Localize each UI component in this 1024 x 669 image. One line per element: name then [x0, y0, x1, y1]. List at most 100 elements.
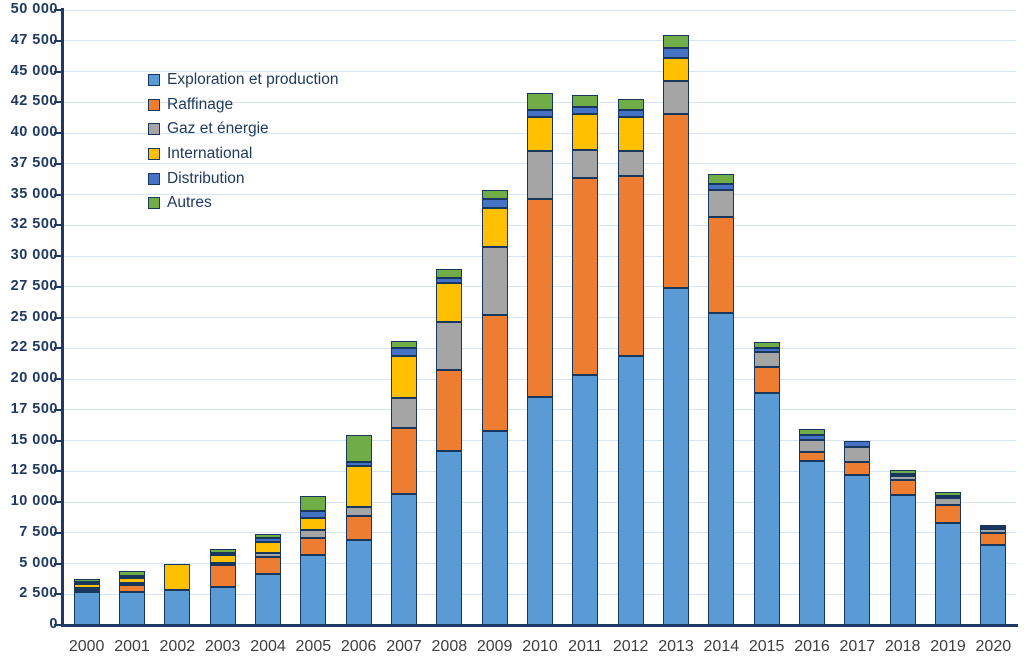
y-tick-label-15000: 15 000: [10, 431, 58, 448]
segment-2011-gaz-et-energie: [572, 150, 599, 178]
y-tick-label-0: 0: [0, 616, 58, 632]
segment-2020-raffinage: [980, 533, 1007, 545]
segment-2010-gaz-et-energie: [527, 151, 553, 199]
x-tick-label-2020: 2020: [975, 638, 1012, 655]
x-tick-label-2008: 2008: [431, 638, 468, 655]
segment-2007-exploration-et-production: [391, 494, 417, 625]
segment-2012-raffinage: [617, 176, 644, 356]
segment-2010-distribution: [527, 110, 553, 117]
y-tick-42500: [54, 101, 61, 104]
segment-2001-autres: [119, 571, 145, 576]
y-tick-20000: [54, 378, 61, 380]
segment-2004-exploration-et-production: [255, 574, 281, 625]
x-axis-line: [61, 624, 1018, 627]
segment-2011-autres: [572, 95, 599, 107]
y-tick-15000: [54, 439, 61, 442]
segment-2006-autres: [345, 435, 372, 462]
y-tick-label-45000: 45 000: [10, 62, 58, 79]
segment-2017-exploration-et-production: [844, 475, 871, 625]
segment-2004-autres: [255, 534, 281, 538]
y-tick-label-37500: 37 500: [10, 154, 58, 171]
segment-2011-exploration-et-production: [572, 375, 599, 625]
bar-2015: [753, 342, 780, 625]
x-tick-label-2003: 2003: [204, 638, 241, 655]
y-tick-label-25000: 25 000: [10, 308, 58, 325]
segment-2018-distribution: [889, 474, 916, 476]
bar-2018: [889, 470, 916, 625]
segment-2008-gaz-et-energie: [436, 322, 463, 370]
segment-2011-international: [572, 114, 599, 150]
segment-2004-distribution: [255, 538, 281, 542]
legend-swatch-icon: [148, 123, 160, 136]
segment-2003-distribution: [209, 553, 236, 555]
x-tick-label-2000: 2000: [68, 638, 105, 655]
segment-2016-gaz-et-energie: [799, 440, 825, 452]
y-tick-2500: [54, 593, 61, 596]
bar-2012: [617, 99, 644, 625]
segment-2003-autres: [209, 549, 236, 553]
segment-2001-international: [119, 578, 145, 583]
y-tick-12500: [54, 470, 61, 473]
bar-2014: [708, 174, 735, 625]
segment-2019-raffinage: [935, 505, 961, 523]
segment-2007-distribution: [391, 348, 417, 356]
segment-2009-exploration-et-production: [481, 431, 508, 625]
segment-2019-exploration-et-production: [935, 523, 961, 625]
x-tick-label-2011: 2011: [568, 638, 603, 655]
segment-2009-raffinage: [481, 315, 508, 431]
x-tick-label-2005: 2005: [295, 638, 332, 655]
legend-item-autres: Autres: [148, 191, 338, 216]
x-tick-label-2015: 2015: [748, 638, 785, 655]
segment-2010-autres: [527, 93, 553, 110]
segment-2014-raffinage: [708, 217, 735, 313]
segment-2009-international: [481, 208, 508, 247]
y-tick-label-17500: 17 500: [10, 400, 58, 417]
y-tick-label-22500: 22 500: [10, 339, 58, 356]
y-tick-label-42500: 42 500: [10, 93, 58, 110]
segment-2013-exploration-et-production: [663, 288, 689, 625]
y-tick-30000: [54, 255, 61, 257]
legend-item-distribution: Distribution: [148, 166, 338, 191]
segment-2020-distribution: [980, 527, 1007, 529]
segment-2015-exploration-et-production: [753, 393, 780, 625]
y-tick-label-5000: 5 000: [19, 554, 58, 571]
segment-2018-autres: [889, 470, 916, 474]
segment-2012-exploration-et-production: [617, 356, 644, 625]
segment-2015-autres: [753, 342, 780, 348]
segment-2008-international: [436, 283, 463, 322]
y-tick-label-30000: 30 000: [10, 247, 58, 263]
x-tick-label-2019: 2019: [930, 638, 966, 655]
bar-2003: [209, 549, 236, 625]
legend-swatch-icon: [148, 74, 160, 87]
x-tick-label-2010: 2010: [522, 638, 558, 655]
segment-2018-exploration-et-production: [889, 495, 916, 625]
segment-2002-exploration-et-production: [164, 590, 191, 625]
segment-2017-gaz-et-energie: [844, 447, 871, 462]
segment-2012-gaz-et-energie: [617, 151, 644, 176]
x-tick-label-2006: 2006: [340, 638, 377, 655]
legend-item-raffinage: Raffinage: [148, 93, 338, 118]
bar-2010: [527, 93, 553, 625]
segment-2000-distribution: [73, 582, 100, 584]
y-tick-0: [54, 624, 61, 626]
y-tick-50000: [54, 9, 61, 11]
bar-2000: [73, 579, 100, 625]
segment-2006-gaz-et-energie: [345, 507, 372, 516]
legend-label: Distribution: [167, 169, 245, 187]
grid-line-45000: [64, 71, 1016, 72]
segment-2005-distribution: [300, 511, 327, 518]
legend-label: Autres: [167, 194, 212, 212]
grid-line-50000: [64, 9, 1016, 11]
segment-2007-international: [391, 356, 417, 398]
segment-2016-raffinage: [799, 452, 825, 461]
segment-2016-distribution: [799, 435, 825, 440]
legend-label: Raffinage: [167, 95, 234, 113]
segment-2000-gaz-et-energie: [73, 588, 100, 590]
legend-item-international: International: [148, 142, 338, 167]
segment-2005-gaz-et-energie: [300, 530, 327, 538]
segment-2009-autres: [481, 190, 508, 199]
y-tick-27500: [54, 285, 61, 288]
segment-2003-gaz-et-energie: [209, 563, 236, 565]
y-tick-label-50000: 50 000: [10, 1, 58, 17]
